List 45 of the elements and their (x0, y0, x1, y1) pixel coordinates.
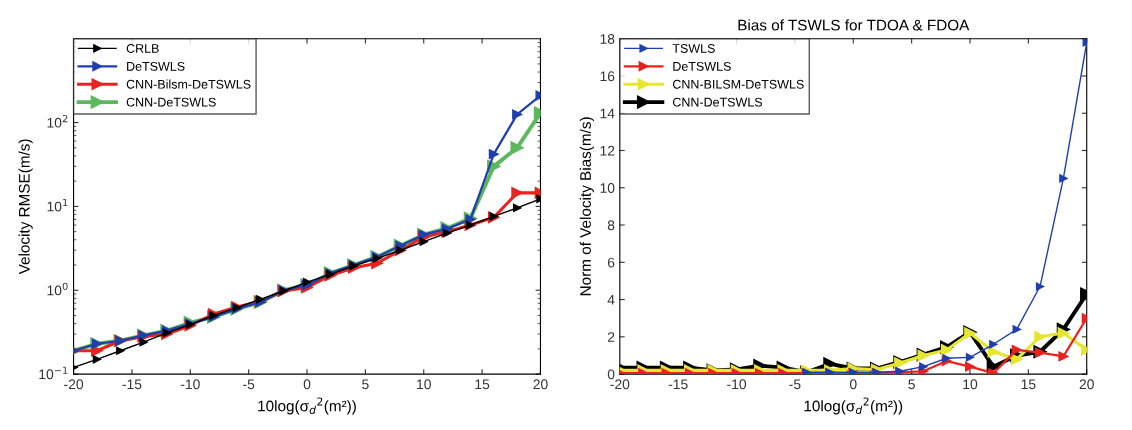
y-tick-label: 10 (600, 183, 615, 193)
x-tick-label: 20 (533, 379, 548, 390)
x-tick-label: -10 (180, 379, 200, 390)
x-tick-label: -15 (122, 379, 142, 390)
y-tick-label: 12 (600, 145, 615, 156)
legend-label: CRLB (126, 44, 159, 53)
legend-label: CNN-BILSM-DeTSWLS (672, 79, 804, 89)
x-tick-label: 0 (849, 379, 857, 390)
x-axis-title: 10log(σ$_{d}$$^{2}$(m²)) (804, 397, 903, 415)
x-tick-label: 15 (1021, 379, 1036, 390)
y-axis-title: Velocity RMSE(m/s) (18, 139, 33, 275)
x-tick-label: -5 (243, 379, 255, 390)
x-tick-label: -5 (789, 379, 801, 390)
y-axis-title: Norm of Velocity Bias(m/s) (579, 117, 594, 296)
x-tick-label: -20 (64, 379, 84, 390)
y-tick-label: 0 (607, 369, 615, 380)
legend-label: DeTSWLS (673, 61, 731, 71)
y-tick-label: 6 (607, 257, 615, 268)
x-tick-label: 10 (963, 379, 978, 390)
x-tick-label: 10 (417, 379, 431, 390)
y-tick-label: 8 (607, 220, 615, 231)
x-tick-label: 15 (475, 379, 490, 390)
x-tick-label: -15 (668, 379, 688, 390)
x-tick-label: -20 (610, 379, 630, 390)
legend-label: CNN-Bilsm-DeTSWLS (126, 79, 251, 89)
y-tick-label: 4 (607, 295, 615, 305)
x-tick-label: 20 (1079, 379, 1094, 390)
x-axis-title: 10log(σ$_{d}$$^{2}$(m²)) (258, 397, 356, 415)
x-tick-label: 0 (303, 379, 311, 390)
y-tick-label: 16 (600, 71, 615, 82)
legend-label: TSWLS (672, 44, 715, 53)
y-tick-label: 10$^{2}$ (47, 114, 68, 128)
y-tick-label: 2 (607, 332, 615, 342)
y-tick-label: 18 (600, 34, 615, 44)
y-tick-label: 14 (600, 108, 615, 119)
x-tick-label: 5 (908, 379, 915, 390)
y-tick-label: 10$^{0}$ (47, 282, 68, 296)
x-tick-label: -10 (727, 379, 747, 390)
chart-title: Bias of TSWLS for TDOA & FDOA (738, 19, 970, 31)
legend-label: CNN-DeTSWLS (672, 97, 763, 107)
y-tick-label: 10$^{1}$ (47, 198, 68, 212)
x-tick-label: 5 (362, 379, 369, 390)
y-tick-label: 10$^{−1}$ (39, 366, 68, 380)
legend-label: DeTSWLS (127, 61, 185, 71)
legend-label: CNN-DeTSWLS (126, 97, 216, 107)
